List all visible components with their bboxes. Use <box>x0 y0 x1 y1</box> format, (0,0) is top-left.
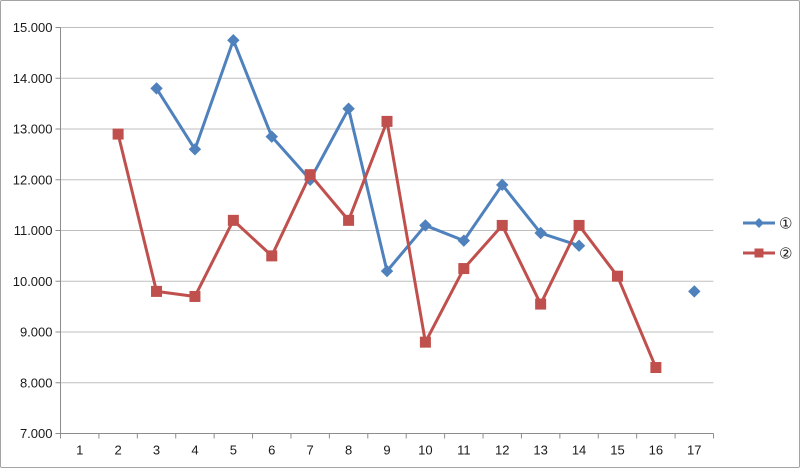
y-axis-label: 9.000 <box>20 325 53 340</box>
series-1-marker <box>572 239 586 252</box>
series-1-marker <box>419 219 432 232</box>
series-2-marker <box>112 128 124 140</box>
x-axis-label: 17 <box>687 443 701 458</box>
series-1-marker <box>496 178 509 192</box>
y-axis-label: 12.000 <box>13 172 53 187</box>
x-axis-label: 9 <box>383 443 390 458</box>
series-1-marker <box>457 234 471 247</box>
series-2-marker <box>189 290 201 302</box>
y-axis-label: 13.000 <box>13 122 53 137</box>
x-axis-label: 5 <box>230 443 237 458</box>
series-2-marker <box>304 169 316 181</box>
series-1-marker <box>188 143 202 156</box>
x-axis-label: 1 <box>76 443 83 458</box>
series-2-marker <box>343 214 355 226</box>
x-axis-label: 2 <box>115 443 122 458</box>
y-axis-label: 10.000 <box>13 274 53 289</box>
x-axis-label: 8 <box>345 443 352 458</box>
series-2-marker <box>573 219 585 231</box>
series-2-marker <box>227 214 239 226</box>
series-1-marker <box>534 226 547 240</box>
x-axis-label: 16 <box>649 443 663 458</box>
y-axis-label: 8.000 <box>20 375 53 390</box>
y-axis-label: 11.000 <box>14 223 53 238</box>
legend-label: ② <box>779 246 792 263</box>
series-1-line <box>155 38 581 273</box>
legend-item: ① <box>743 216 792 233</box>
legend-marker-icon <box>754 248 764 258</box>
y-axis-label: 14.000 <box>13 71 53 86</box>
y-axis-label: 7.000 <box>20 426 53 441</box>
x-axis-label: 11 <box>457 443 471 458</box>
series-2-marker <box>650 362 662 374</box>
series-2-marker <box>381 115 393 127</box>
series-1-marker <box>688 285 701 298</box>
legend-item: ② <box>743 246 792 263</box>
series-2-marker <box>266 250 278 262</box>
x-axis-label: 10 <box>418 443 432 458</box>
x-axis-label: 15 <box>610 443 624 458</box>
y-axis-label: 15.000 <box>13 20 53 35</box>
series-1-marker <box>227 33 240 47</box>
x-axis-label: 3 <box>153 443 160 458</box>
legend-marker-icon <box>754 218 764 228</box>
x-axis-label: 4 <box>191 443 198 458</box>
series-2-marker <box>419 336 431 348</box>
x-axis-label: 7 <box>307 443 314 458</box>
series-2-marker <box>535 298 547 310</box>
legend-label: ① <box>779 216 792 233</box>
series-2-marker <box>611 270 623 282</box>
series-2-marker <box>496 219 508 231</box>
series-2-marker <box>458 263 470 275</box>
series-1-marker <box>342 102 355 115</box>
x-axis-label: 12 <box>495 443 509 458</box>
x-axis-label: 14 <box>572 443 586 458</box>
series-1-marker <box>265 130 278 143</box>
x-axis-label: 13 <box>533 443 547 458</box>
x-axis-label: 6 <box>268 443 275 458</box>
series-2-marker <box>151 285 163 297</box>
series-1-marker <box>380 264 394 278</box>
series-1-marker <box>150 82 163 95</box>
